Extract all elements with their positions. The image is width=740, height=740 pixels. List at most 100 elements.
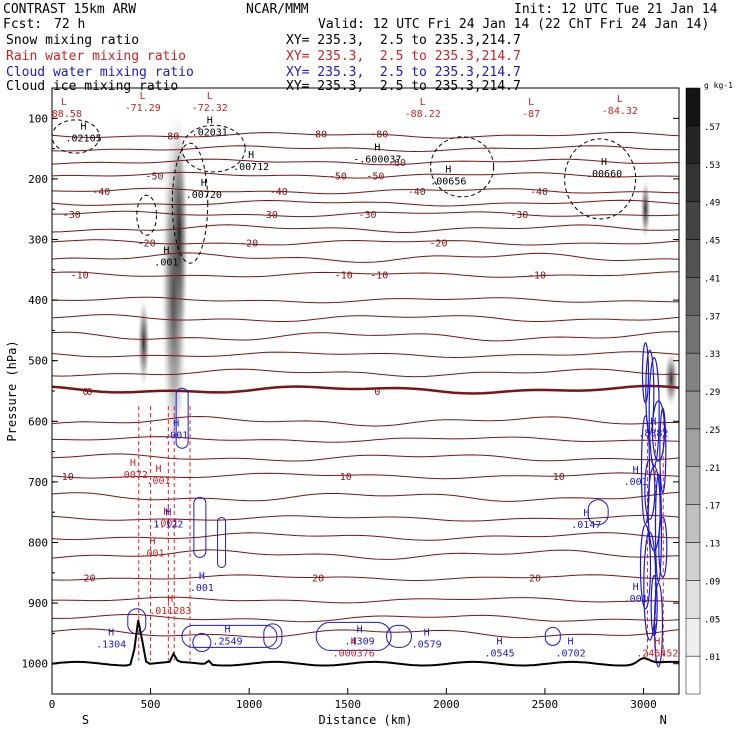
- extremum-value: .4309: [345, 636, 375, 647]
- snow-shading-region: [664, 350, 679, 407]
- extremum-value: .246452: [636, 649, 678, 660]
- cloud-water-contour: [544, 626, 561, 646]
- y-tick-label: 1000: [22, 658, 49, 671]
- fcst-label: Fcst:: [3, 17, 43, 32]
- colorbar-bin: [685, 655, 701, 695]
- extremum-value: -71.29: [125, 103, 161, 114]
- x-tick-label: 2500: [532, 698, 559, 711]
- cloud-ice-contour: [564, 138, 637, 220]
- extremum-value: .001: [146, 476, 170, 487]
- cloud-water-contour: [639, 524, 652, 610]
- isotherm-line: [52, 415, 679, 427]
- extremum-value: .00660: [586, 169, 622, 180]
- isotherm-label: 0: [83, 387, 89, 398]
- isotherm-line: [52, 368, 679, 378]
- extremum-value: .0147: [571, 520, 601, 531]
- colorbar-bin: [685, 580, 701, 619]
- extremum-value: .0579: [412, 639, 442, 650]
- isotherm-label: 10: [340, 472, 352, 483]
- cloud-water-contour: [640, 415, 651, 525]
- isotherm-label: 10: [553, 472, 565, 483]
- cloud-water-contour: [217, 517, 227, 568]
- isotherm-line: [52, 224, 679, 234]
- y-tick-label: 700: [28, 476, 48, 489]
- extremum-value: .001: [624, 594, 648, 605]
- extremum-marker: H: [130, 458, 136, 469]
- cloud-water-contour: [587, 499, 609, 526]
- x-tick-label: 0: [49, 698, 56, 711]
- cloud-water-contour: [193, 496, 207, 558]
- field-snow-name: Snow mixing ratio: [6, 33, 140, 48]
- field-cloudwater-xy: XY= 235.3, 2.5 to 235.3,214.7: [286, 65, 521, 80]
- isotherm-line: [52, 472, 679, 480]
- extremum-marker: H: [497, 637, 503, 648]
- init-time: Init: 12 UTC Tue 21 Jan 14: [514, 2, 718, 17]
- extremum-value: .02105: [65, 133, 101, 144]
- cloud-water-contour: [263, 623, 283, 650]
- colorbar-bin: [685, 428, 701, 467]
- extremum-marker: L: [528, 97, 534, 108]
- extremum-value: -88.58: [46, 109, 82, 120]
- extremum-value: -88.22: [405, 109, 441, 120]
- colorbar-label: .45: [704, 237, 720, 247]
- extremum-marker: L: [140, 91, 146, 102]
- org-label: NCAR/MMM: [246, 2, 309, 17]
- colorbar-label: .29: [704, 388, 720, 398]
- snow-shading-region: [640, 179, 651, 240]
- isotherm-line: [52, 436, 679, 443]
- cloud-water-contour: [192, 632, 212, 652]
- extremum-marker: H: [108, 627, 114, 638]
- isotherm-line: [52, 271, 679, 278]
- cloud-ice-contour: [52, 119, 100, 154]
- colorbar-label: .53: [704, 161, 720, 171]
- colorbar-bin: [685, 542, 701, 581]
- extremum-marker: H: [150, 537, 156, 548]
- isotherm-label: -20: [240, 239, 258, 250]
- field-cloudwater-name: Cloud water mixing ratio: [6, 65, 194, 80]
- x-tick-label: 1500: [335, 698, 362, 711]
- terrain-surface-line: [52, 620, 679, 667]
- isotherm-line: [52, 314, 679, 322]
- extremum-marker: H: [583, 508, 589, 519]
- isotherm-label: 20: [83, 574, 95, 585]
- valid-time: Valid: 12 UTC Fri 24 Jan 14 (22 ChT Fri …: [318, 17, 710, 32]
- isotherm-label: -20: [429, 239, 447, 250]
- isotherm-line: [52, 453, 679, 462]
- extremum-value: .02031: [192, 127, 228, 138]
- extremum-value: .0545: [485, 649, 515, 660]
- x-tick-label: 2000: [433, 698, 460, 711]
- isotherm-line: [52, 331, 679, 342]
- extremum-marker: H: [357, 624, 363, 635]
- y-tick-label: 800: [28, 537, 48, 550]
- cloud-ice-contour: [171, 142, 209, 264]
- extremum-marker: H: [650, 417, 656, 428]
- extremum-marker: H: [351, 637, 357, 648]
- fcst-value: 72 h: [54, 17, 86, 32]
- colorbar-label: .57: [704, 123, 720, 133]
- colorbar-label: .49: [704, 199, 720, 209]
- colorbar-label: .37: [704, 312, 720, 322]
- extremum-marker: H: [155, 464, 161, 475]
- cloud-water-contour: [658, 516, 668, 578]
- extremum-marker: L: [207, 91, 213, 102]
- colorbar-label: .41: [704, 274, 720, 284]
- cloud-water-contour: [654, 473, 663, 583]
- y-tick-label: 400: [28, 294, 48, 307]
- isotherm-label: -30: [510, 210, 528, 221]
- isotherm-line: [52, 532, 679, 541]
- colorbar-label: .25: [704, 426, 720, 436]
- colorbar-unit: g kg-1: [704, 81, 733, 90]
- isotherm-line: [52, 145, 679, 153]
- colorbar-label: .05: [704, 615, 720, 625]
- field-cloudice-name: Cloud ice mixing ratio: [6, 79, 179, 94]
- extremum-value: .0702: [556, 649, 586, 660]
- isotherm-label: -40: [408, 187, 426, 198]
- extremum-value: .00656: [430, 176, 466, 187]
- isotherm-label: -10: [528, 271, 546, 282]
- colorbar-bin: [685, 87, 701, 127]
- extremum-value: .001: [164, 430, 188, 441]
- isotherm-label: -80: [370, 129, 388, 140]
- extremum-marker: H: [633, 465, 639, 476]
- isotherm-label: -60: [388, 158, 406, 169]
